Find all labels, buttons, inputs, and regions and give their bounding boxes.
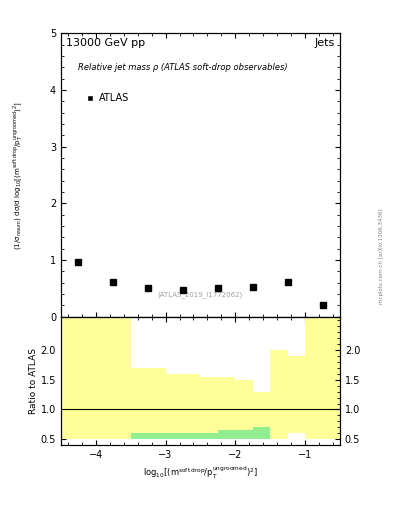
- Bar: [305, 316, 340, 439]
- Text: Jets: Jets: [314, 37, 334, 48]
- Text: 13000 GeV pp: 13000 GeV pp: [66, 37, 146, 48]
- Bar: [113, 316, 130, 439]
- Bar: [130, 368, 165, 439]
- X-axis label: log$_{10}$[(m$^{\rm soft\,drop}$/p$_{\rm T}^{\rm ungroomed}$)$^{2}$]: log$_{10}$[(m$^{\rm soft\,drop}$/p$_{\rm…: [143, 464, 258, 481]
- Bar: [253, 392, 270, 439]
- Legend: ATLAS: ATLAS: [83, 89, 133, 107]
- Bar: [113, 316, 130, 439]
- Bar: [288, 355, 305, 434]
- Y-axis label: (1/σ$_{resum}$) dσ/d log$_{10}$[(m$^{\rm soft\,drop}$/p$_{\rm T}^{\rm ungroomed}: (1/σ$_{resum}$) dσ/d log$_{10}$[(m$^{\rm…: [11, 100, 25, 249]
- Bar: [61, 316, 113, 439]
- Bar: [218, 376, 235, 431]
- Bar: [200, 376, 218, 439]
- Bar: [270, 350, 288, 439]
- Bar: [288, 355, 305, 434]
- Text: Relative jet mass ρ (ATLAS soft-drop observables): Relative jet mass ρ (ATLAS soft-drop obs…: [78, 63, 287, 72]
- Bar: [61, 316, 113, 439]
- Bar: [130, 368, 165, 434]
- Bar: [200, 376, 218, 434]
- Bar: [235, 379, 253, 431]
- Bar: [305, 316, 340, 439]
- Y-axis label: Ratio to ATLAS: Ratio to ATLAS: [29, 348, 38, 414]
- Text: mcplots.cern.ch [arXiv:1306.3436]: mcplots.cern.ch [arXiv:1306.3436]: [379, 208, 384, 304]
- Bar: [253, 392, 270, 428]
- Bar: [165, 374, 200, 439]
- Bar: [165, 374, 200, 434]
- Text: (ATLAS_2019_I1772062): (ATLAS_2019_I1772062): [158, 291, 243, 298]
- Bar: [218, 376, 235, 439]
- Bar: [235, 379, 253, 439]
- Bar: [270, 350, 288, 439]
